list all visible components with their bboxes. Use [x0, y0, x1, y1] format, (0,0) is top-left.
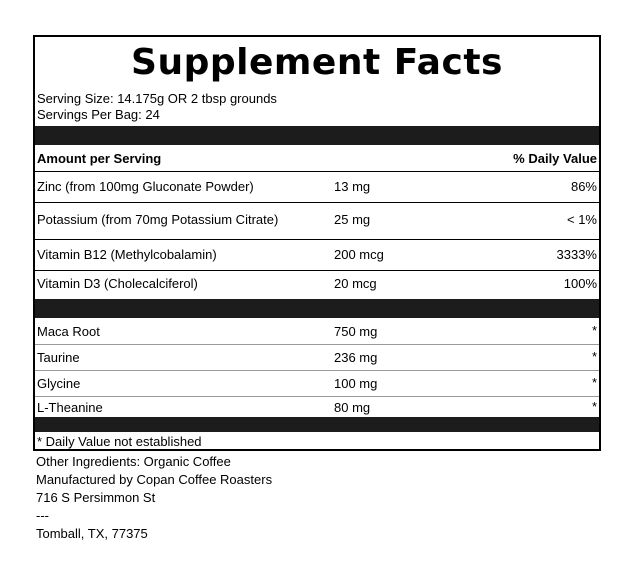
- nutrient-name: Zinc (from 100mg Gluconate Powder): [37, 179, 254, 194]
- ingredient-amount: 100 mg: [334, 376, 378, 391]
- thick-divider-bottom: [35, 417, 599, 432]
- ingredient-amount: 80 mg: [334, 400, 371, 415]
- servings-per-bag: Servings Per Bag: 24: [37, 107, 160, 122]
- manufacturer-line: Manufactured by Copan Coffee Roasters: [36, 472, 273, 487]
- ingredient-name: L-Theanine: [37, 400, 103, 415]
- nutrient-dv: 100%: [563, 276, 597, 291]
- panel-title: Supplement Facts: [131, 42, 503, 83]
- other-ingredients-line: Other Ingredients: Organic Coffee: [36, 454, 231, 469]
- ingredient-dv: *: [591, 323, 597, 338]
- serving-info: Serving Size: 14.175g OR 2 tbsp grounds …: [37, 91, 277, 123]
- thick-divider-top: [35, 126, 599, 145]
- ingredient-dv: *: [591, 399, 597, 414]
- ingredient-amount: 236 mg: [334, 350, 378, 365]
- supplement-facts-panel: Supplement Facts Serving Size: 14.175g O…: [33, 35, 601, 451]
- nutrient-dv: 86%: [570, 179, 597, 194]
- ingredient-row: L-Theanine 80 mg *: [35, 397, 599, 417]
- daily-value-label: % Daily Value: [513, 151, 597, 166]
- amount-header-row: Amount per Serving % Daily Value: [35, 146, 599, 172]
- ingredient-row: Maca Root 750 mg *: [35, 319, 599, 345]
- ingredient-dv: *: [591, 349, 597, 364]
- nutrient-amount: 13 mg: [334, 179, 371, 194]
- ingredient-row: Taurine 236 mg *: [35, 345, 599, 371]
- ingredient-name: Maca Root: [37, 324, 100, 339]
- amount-per-serving-label: Amount per Serving: [37, 151, 162, 166]
- ingredient-name: Taurine: [37, 350, 80, 365]
- nutrient-dv: 3333%: [556, 247, 597, 262]
- nutrient-amount: 20 mcg: [334, 276, 377, 291]
- nutrient-name: Potassium (from 70mg Potassium Citrate): [37, 212, 279, 227]
- thick-divider-middle: [35, 299, 599, 318]
- ingredient-row: Glycine 100 mg *: [35, 371, 599, 397]
- address-street-line: 716 S Persimmon St: [36, 490, 156, 505]
- ingredient-name: Glycine: [37, 376, 81, 391]
- nutrient-row: Zinc (from 100mg Gluconate Powder) 13 mg…: [35, 172, 599, 203]
- ingredient-amount: 750 mg: [334, 324, 378, 339]
- separator-line: ---: [36, 508, 49, 523]
- nutrient-name: Vitamin B12 (Methylcobalamin): [37, 247, 217, 262]
- nutrient-amount: 25 mg: [334, 212, 371, 227]
- nutrient-dv: < 1%: [567, 212, 597, 227]
- nutrient-amount: 200 mcg: [334, 247, 384, 262]
- other-ingredients-block: Other Ingredients: Organic Coffee Manufa…: [36, 453, 272, 543]
- nutrient-name: Vitamin D3 (Cholecalciferol): [37, 276, 198, 291]
- nutrient-row: Vitamin B12 (Methylcobalamin) 200 mcg 33…: [35, 240, 599, 271]
- nutrient-row: Potassium (from 70mg Potassium Citrate) …: [35, 203, 599, 240]
- nutrient-row: Vitamin D3 (Cholecalciferol) 20 mcg 100%: [35, 271, 599, 297]
- address-city-line: Tomball, TX, 77375: [36, 526, 148, 541]
- serving-size: Serving Size: 14.175g OR 2 tbsp grounds: [37, 91, 277, 106]
- footnote: * Daily Value not established: [37, 434, 202, 449]
- ingredient-dv: *: [591, 375, 597, 390]
